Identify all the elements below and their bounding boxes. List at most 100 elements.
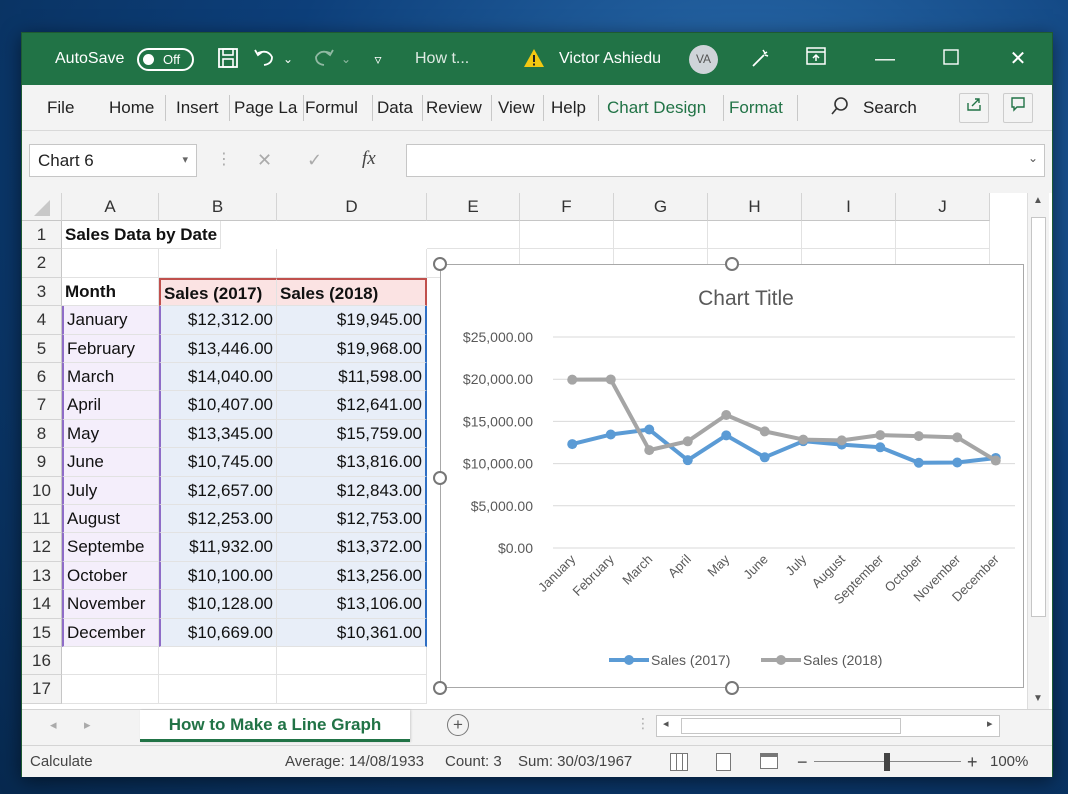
table-cell[interactable]: [708, 221, 802, 250]
table-cell[interactable]: $13,372.00: [277, 533, 427, 562]
table-cell[interactable]: $12,312.00: [159, 306, 277, 335]
table-cell[interactable]: [159, 647, 277, 676]
table-cell[interactable]: [62, 249, 159, 278]
formula-input[interactable]: [406, 144, 1045, 177]
row-header[interactable]: 16: [22, 647, 62, 676]
table-cell[interactable]: Month: [62, 277, 159, 307]
column-header[interactable]: D: [277, 193, 427, 221]
table-cell[interactable]: [614, 221, 708, 250]
sheet-tab-active[interactable]: How to Make a Line Graph: [140, 710, 410, 742]
tab-format[interactable]: Format: [729, 98, 783, 117]
tab-help[interactable]: Help: [551, 98, 586, 117]
table-cell[interactable]: [896, 221, 990, 250]
warning-icon[interactable]: [522, 47, 546, 71]
save-icon[interactable]: [216, 47, 240, 71]
tab-formulas[interactable]: Formul: [305, 98, 358, 117]
table-cell[interactable]: $14,040.00: [159, 363, 277, 392]
table-cell[interactable]: [62, 647, 159, 676]
cancel-icon[interactable]: ✕: [257, 150, 273, 170]
close-icon[interactable]: ✕: [1009, 48, 1027, 70]
tab-file[interactable]: File: [47, 98, 75, 117]
redo-dropdown-icon[interactable]: ⌄: [340, 52, 352, 66]
undo-icon[interactable]: [252, 47, 276, 71]
table-cell[interactable]: $11,598.00: [277, 363, 427, 392]
tab-view[interactable]: View: [498, 98, 535, 117]
table-cell[interactable]: $13,345.00: [159, 419, 277, 449]
column-header[interactable]: J: [896, 193, 990, 221]
next-sheet-icon[interactable]: ▸: [84, 717, 91, 732]
search-box[interactable]: Search: [863, 98, 917, 117]
tab-chart-design[interactable]: Chart Design: [607, 98, 707, 117]
table-cell[interactable]: [427, 221, 520, 250]
comments-icon[interactable]: [1003, 93, 1033, 123]
minimize-icon[interactable]: —: [875, 48, 895, 70]
column-header[interactable]: I: [802, 193, 896, 221]
row-header[interactable]: 6: [22, 363, 62, 392]
table-cell[interactable]: $15,759.00: [277, 419, 427, 449]
table-cell[interactable]: [159, 249, 277, 278]
table-cell[interactable]: $12,641.00: [277, 391, 427, 420]
table-cell[interactable]: $12,753.00: [277, 505, 427, 534]
column-header[interactable]: G: [614, 193, 708, 221]
table-cell[interactable]: [277, 249, 427, 278]
status-sum[interactable]: Sum: 30/03/1967: [518, 753, 633, 770]
undo-dropdown-icon[interactable]: ⌄: [282, 52, 294, 66]
insert-function-icon[interactable]: fx: [362, 148, 376, 169]
table-cell[interactable]: [159, 675, 277, 704]
table-cell[interactable]: $13,816.00: [277, 448, 427, 477]
maximize-icon[interactable]: [939, 47, 963, 71]
zoom-level[interactable]: 100%: [990, 753, 1029, 770]
user-name[interactable]: Victor Ashiedu: [559, 50, 661, 67]
column-header[interactable]: A: [62, 193, 159, 221]
table-cell[interactable]: $10,361.00: [277, 618, 427, 647]
row-header[interactable]: 7: [22, 391, 62, 420]
table-cell[interactable]: [802, 221, 896, 250]
table-cell[interactable]: $11,932.00: [159, 533, 277, 562]
column-header[interactable]: H: [708, 193, 802, 221]
resize-handle[interactable]: [725, 257, 739, 271]
table-cell[interactable]: April: [62, 391, 159, 420]
new-sheet-icon[interactable]: +: [447, 714, 469, 736]
avatar[interactable]: VA: [689, 45, 718, 74]
tab-data[interactable]: Data: [377, 98, 413, 117]
table-cell[interactable]: [277, 675, 427, 704]
more-options-icon[interactable]: ⋮: [216, 151, 232, 168]
column-header[interactable]: B: [159, 193, 277, 221]
table-cell[interactable]: Septembe: [62, 533, 159, 562]
zoom-in-icon[interactable]: +: [967, 752, 978, 772]
name-box[interactable]: Chart 6 ▾: [29, 144, 197, 177]
status-average[interactable]: Average: 14/08/1933: [285, 753, 425, 770]
table-cell[interactable]: $10,669.00: [159, 618, 277, 647]
resize-handle[interactable]: [433, 471, 447, 485]
table-cell[interactable]: December: [62, 618, 159, 647]
row-header[interactable]: 2: [22, 249, 62, 278]
column-header[interactable]: F: [520, 193, 614, 221]
horizontal-scrollbar[interactable]: ◂ ▸: [656, 715, 1000, 737]
table-cell[interactable]: $12,843.00: [277, 476, 427, 505]
resize-handle[interactable]: [433, 681, 447, 695]
tab-review[interactable]: Review: [426, 98, 482, 117]
table-cell[interactable]: [277, 647, 427, 676]
scroll-thumb[interactable]: [1031, 217, 1046, 617]
table-cell[interactable]: May: [62, 419, 159, 449]
table-cell[interactable]: June: [62, 448, 159, 477]
row-header[interactable]: 14: [22, 590, 62, 619]
table-cell[interactable]: $12,253.00: [159, 505, 277, 534]
scroll-left-icon[interactable]: ◂: [663, 718, 669, 730]
vertical-scrollbar[interactable]: ▲ ▼: [1027, 193, 1049, 709]
prev-sheet-icon[interactable]: ◂: [50, 717, 57, 732]
ribbon-display-icon[interactable]: [804, 47, 828, 71]
row-header[interactable]: 11: [22, 505, 62, 534]
share-wand-icon[interactable]: [748, 47, 772, 71]
table-cell[interactable]: $10,128.00: [159, 590, 277, 619]
normal-view-icon[interactable]: [670, 753, 688, 771]
row-header[interactable]: 10: [22, 476, 62, 505]
scroll-right-icon[interactable]: ▸: [987, 718, 993, 730]
zoom-out-icon[interactable]: −: [797, 752, 808, 772]
table-cell[interactable]: $10,407.00: [159, 391, 277, 420]
table-cell[interactable]: January: [62, 306, 159, 335]
column-header[interactable]: E: [427, 193, 520, 221]
table-cell[interactable]: $12,657.00: [159, 476, 277, 505]
row-header[interactable]: 3: [22, 277, 62, 307]
row-header[interactable]: 15: [22, 618, 62, 647]
